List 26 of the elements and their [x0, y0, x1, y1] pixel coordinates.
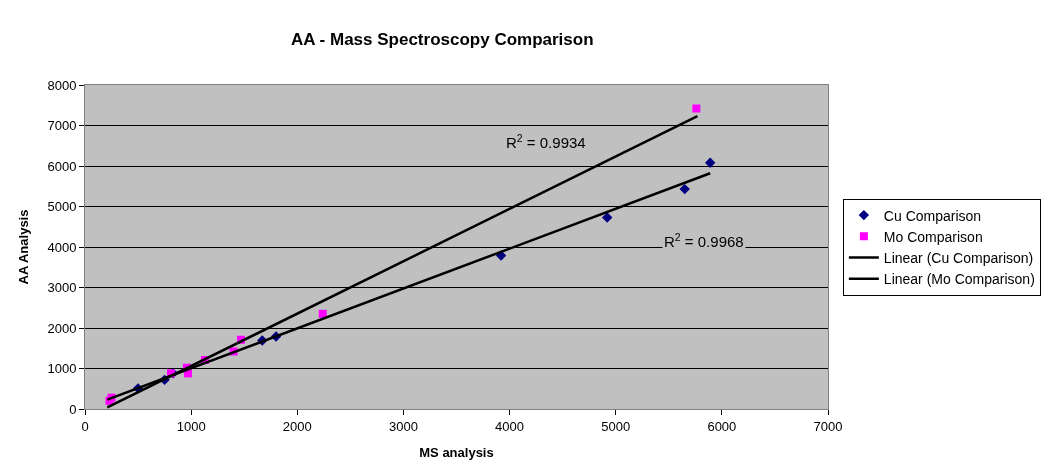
legend-label: Linear (Cu Comparison): [883, 249, 1034, 266]
annotation: R$^{2}$ = 0.9934: [506, 132, 586, 152]
x-tick-label: 7000: [813, 418, 843, 434]
x-tick-label: 5000: [601, 418, 631, 434]
x-axis-title: MS analysis: [419, 445, 494, 461]
x-tick-label: 3000: [388, 418, 418, 434]
x-tick-label: 2000: [282, 418, 312, 434]
y-tick-label: 0: [69, 401, 77, 417]
y-tick-label: 8000: [47, 77, 77, 93]
legend-label: Mo Comparison: [883, 228, 983, 245]
y-tick-label: 6000: [47, 158, 77, 174]
y-tick-label: 3000: [47, 280, 77, 296]
legend-label: Cu Comparison: [883, 207, 982, 224]
legend-label: Linear (Mo Comparison): [883, 271, 1035, 288]
y-tick-label: 2000: [47, 320, 77, 336]
annotation: R$^{2}$ = 0.9968: [664, 231, 744, 251]
x-tick-label: 6000: [707, 418, 737, 434]
y-axis-title: AA Analysis: [16, 209, 32, 285]
y-tick-label: 4000: [47, 239, 77, 255]
x-tick-label: 1000: [176, 418, 206, 434]
y-tick-label: 1000: [47, 361, 77, 377]
y-tick-label: 5000: [47, 199, 77, 215]
x-tick-label: 0: [81, 418, 89, 434]
chart-title: AA - Mass Spectroscopy Comparison: [290, 29, 594, 49]
x-tick-label: 4000: [495, 418, 525, 434]
y-tick-label: 7000: [47, 118, 77, 134]
